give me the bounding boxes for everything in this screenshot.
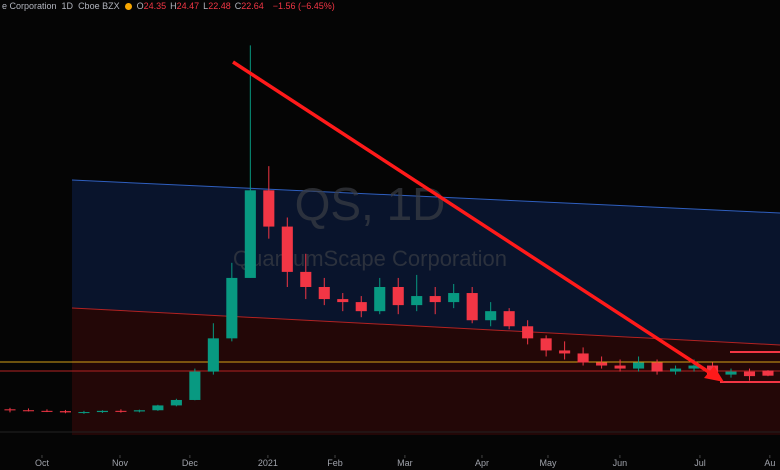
candle-body — [577, 353, 589, 363]
x-tick-label: Apr — [475, 458, 489, 468]
candle-body — [318, 286, 330, 300]
candle-body — [78, 412, 90, 414]
candle-body — [96, 410, 108, 413]
candle-body — [22, 410, 35, 412]
change: −1.56 (−6.45%) — [272, 1, 335, 11]
x-tick-label: Nov — [112, 458, 129, 468]
trend-arrow — [232, 60, 719, 380]
candle-body — [300, 271, 312, 287]
candle-body — [374, 286, 386, 312]
x-tick-label: Feb — [327, 458, 343, 468]
symbol-name: e Corporation — [2, 1, 57, 11]
candle-body — [355, 302, 367, 312]
x-tick-label: 2021 — [258, 458, 278, 468]
candle-body — [651, 362, 663, 372]
candle-body — [725, 371, 737, 375]
candle-body — [485, 311, 497, 321]
x-tick-label: Jul — [694, 458, 706, 468]
field-key: O — [136, 1, 144, 11]
candle-body — [559, 350, 571, 354]
x-tick-label: May — [539, 458, 557, 468]
candle-body — [503, 311, 515, 327]
interval: 1D — [61, 1, 74, 11]
x-tick-label: Oct — [35, 458, 50, 468]
watermark: QS, 1D — [295, 178, 446, 230]
candle-body — [170, 399, 182, 406]
candle-body — [226, 277, 238, 339]
x-tick-label: Jun — [613, 458, 628, 468]
field-key: C — [234, 1, 242, 11]
candle-body — [669, 368, 682, 372]
candle-body — [448, 293, 460, 303]
arrow-head — [704, 366, 724, 382]
field-value: 24.35 — [143, 1, 167, 11]
candle-body — [633, 362, 645, 369]
candle-body — [281, 226, 293, 272]
field-key: L — [203, 1, 209, 11]
field-key: H — [170, 1, 177, 11]
ohlc: O24.35 H24.47 L22.48 C22.64 — [137, 1, 268, 11]
field-value: 22.48 — [208, 1, 231, 11]
candle-body — [115, 410, 127, 412]
candle-body — [4, 409, 16, 411]
x-tick-label: Au — [764, 458, 775, 468]
candle-body — [743, 371, 756, 377]
channel-bottom — [71, 307, 780, 346]
candle-body — [466, 293, 478, 321]
candle-body — [244, 190, 256, 278]
candle-body — [263, 190, 275, 227]
candle-body — [392, 286, 404, 306]
x-tick-label: Mar — [397, 458, 413, 468]
candle-body — [411, 296, 423, 306]
candle-body — [522, 326, 534, 339]
candle-body — [207, 338, 219, 372]
field-value: 22.64 — [241, 1, 264, 11]
candle-body — [152, 405, 164, 411]
candle-body — [688, 365, 700, 369]
candle-body — [429, 296, 441, 303]
status-dot — [124, 2, 132, 10]
candle-body — [59, 411, 71, 413]
candle-body — [762, 370, 774, 376]
candle-body — [596, 362, 608, 366]
candle-body — [540, 338, 552, 351]
watermark-subtitle: QuantumScape Corporation — [233, 246, 507, 271]
candle-body — [133, 410, 145, 412]
x-tick-label: Dec — [182, 458, 199, 468]
exchange: Cboe BZX — [78, 1, 120, 11]
candle-body — [189, 371, 201, 400]
header: e Corporation 1D Cboe BZX O24.35 H24.47 L2… — [2, 0, 335, 12]
candle-body — [614, 365, 626, 369]
field-value: 24.47 — [176, 1, 200, 11]
channel-top — [71, 179, 780, 214]
candle-body — [41, 410, 53, 412]
candle-body — [337, 299, 349, 303]
